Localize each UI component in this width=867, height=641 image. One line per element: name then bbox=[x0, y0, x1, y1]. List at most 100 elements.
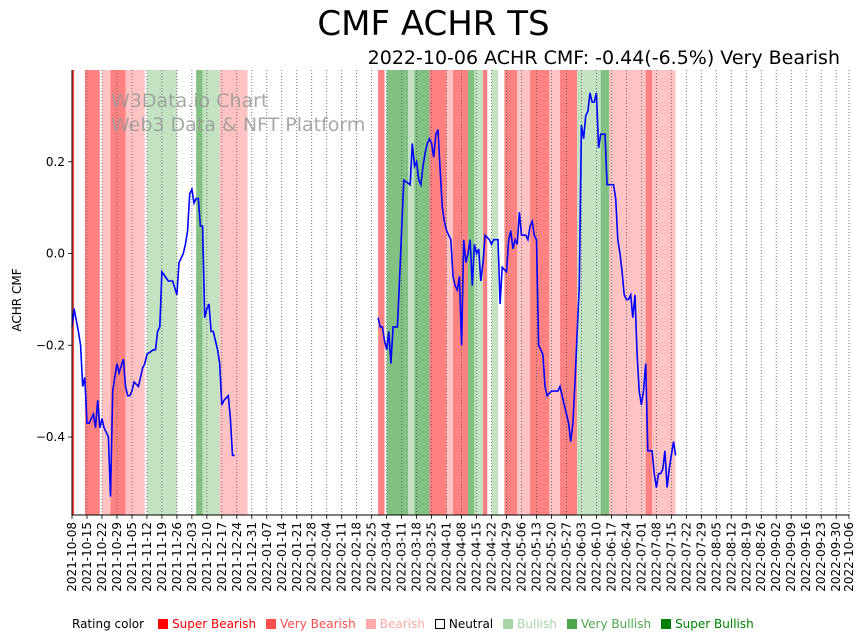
legend-item: Bearish bbox=[365, 617, 425, 631]
rating-band bbox=[517, 70, 531, 515]
rating-band bbox=[656, 70, 676, 515]
rating-band bbox=[125, 70, 145, 515]
legend-swatch bbox=[434, 619, 445, 629]
x-tick-label: 2022-04-15 bbox=[470, 522, 484, 592]
x-tick-label: 2022-05-06 bbox=[515, 522, 529, 592]
x-tick-label: 2022-01-21 bbox=[290, 522, 304, 592]
x-tick-label: 2022-08-19 bbox=[739, 522, 753, 592]
x-tick-label: 2022-08-26 bbox=[754, 522, 768, 592]
legend-swatch bbox=[566, 619, 577, 629]
legend-label: Bullish bbox=[517, 617, 557, 631]
legend-swatch bbox=[503, 619, 514, 629]
x-tick-label: 2022-06-10 bbox=[589, 522, 603, 592]
y-tick-label: −0.2 bbox=[36, 338, 65, 352]
x-tick-label: 2022-06-24 bbox=[619, 522, 633, 592]
rating-band bbox=[652, 70, 657, 515]
y-tick-label: 0.2 bbox=[46, 155, 65, 169]
x-tick-label: 2022-07-29 bbox=[694, 522, 708, 592]
y-tick-label: 0.0 bbox=[46, 247, 65, 261]
x-tick-label: 2022-05-27 bbox=[559, 522, 573, 592]
x-tick-label: 2021-11-12 bbox=[140, 522, 154, 592]
rating-band bbox=[504, 70, 518, 515]
legend-swatch bbox=[661, 619, 672, 629]
watermark: W3Data.io Chart Web3 Data & NFT Platform bbox=[111, 90, 365, 136]
legend-swatch bbox=[158, 619, 169, 629]
legend-item: Super Bullish bbox=[661, 617, 754, 631]
legend: Rating color Super Bearish Very Bearish Bea… bbox=[72, 617, 764, 631]
rating-band bbox=[645, 70, 653, 515]
legend-label: Very Bearish bbox=[280, 617, 356, 631]
rating-band bbox=[560, 70, 578, 515]
rating-band bbox=[622, 70, 646, 515]
rating-band bbox=[474, 70, 483, 515]
x-tick-label: 2022-05-13 bbox=[529, 522, 543, 592]
series-line bbox=[377, 92, 677, 488]
legend-title: Rating color bbox=[72, 617, 145, 631]
x-tick-label: 2022-01-07 bbox=[260, 522, 274, 592]
chart-title: CMF ACHR TS bbox=[317, 4, 550, 44]
x-tick-label: 2022-02-18 bbox=[350, 522, 364, 592]
rating-bands bbox=[72, 70, 676, 515]
x-tick-label: 2021-10-08 bbox=[65, 522, 79, 592]
x-tick-label: 2022-04-22 bbox=[485, 522, 499, 592]
x-tick-label: 2022-06-03 bbox=[574, 522, 588, 592]
x-tick-label: 2021-10-29 bbox=[110, 522, 124, 592]
rating-band bbox=[196, 70, 203, 515]
x-tick-label: 2021-12-03 bbox=[185, 522, 199, 592]
y-tick-label: −0.4 bbox=[36, 430, 65, 444]
chart-subtitle: 2022-10-06 ACHR CMF: -0.44(-6.5%) Very B… bbox=[367, 47, 840, 69]
chart: W3Data.io Chart Web3 Data & NFT Platform… bbox=[10, 70, 856, 592]
rating-band bbox=[84, 70, 100, 515]
legend-swatch bbox=[266, 619, 277, 629]
legend-item: Very Bearish bbox=[266, 617, 356, 631]
legend-label: Bearish bbox=[379, 617, 425, 631]
rating-band bbox=[467, 70, 475, 515]
x-tick-label: 2021-12-10 bbox=[200, 522, 214, 592]
x-tick-label: 2022-09-09 bbox=[784, 522, 798, 592]
x-tick-label: 2022-07-08 bbox=[649, 522, 663, 592]
x-tick-label: 2022-04-29 bbox=[500, 522, 514, 592]
rating-band bbox=[386, 70, 409, 515]
rating-band bbox=[429, 70, 447, 515]
series-lines bbox=[71, 92, 677, 497]
x-tick-label: 2022-06-17 bbox=[604, 522, 618, 592]
x-tick-label: 2022-09-23 bbox=[814, 522, 828, 592]
rating-band bbox=[110, 70, 126, 515]
x-tick-label: 2021-11-26 bbox=[170, 522, 184, 592]
x-tick-label: 2022-09-16 bbox=[799, 522, 813, 592]
rating-band bbox=[446, 70, 454, 515]
legend-swatch bbox=[365, 619, 376, 629]
x-tick-label: 2022-01-28 bbox=[305, 522, 319, 592]
x-tick-label: 2022-02-04 bbox=[320, 522, 334, 592]
legend-label: Super Bearish bbox=[172, 617, 257, 631]
x-tick-label: 2022-05-20 bbox=[544, 522, 558, 592]
x-tick-label: 2022-04-01 bbox=[440, 522, 454, 592]
rating-band bbox=[219, 70, 248, 515]
x-tick-label: 2022-10-06 bbox=[842, 522, 856, 592]
rating-band bbox=[600, 70, 610, 515]
x-tick-label: 2022-09-02 bbox=[769, 522, 783, 592]
rating-band bbox=[530, 70, 550, 515]
rating-band bbox=[482, 70, 488, 515]
legend-item: Super Bearish bbox=[158, 617, 256, 631]
rating-band bbox=[72, 70, 75, 515]
x-tick-label: 2022-03-18 bbox=[410, 522, 424, 592]
x-tick-label: 2022-02-25 bbox=[365, 522, 379, 592]
legend-item: Very Bullish bbox=[566, 617, 651, 631]
x-tick-label: 2021-11-05 bbox=[125, 522, 139, 592]
x-tick-label: 2022-07-22 bbox=[679, 522, 693, 592]
y-axis-label: ACHR CMF bbox=[10, 268, 24, 331]
x-tick-label: 2021-10-15 bbox=[80, 522, 94, 592]
x-tick-label: 2022-07-15 bbox=[664, 522, 678, 592]
rating-band bbox=[549, 70, 561, 515]
watermark-line-1: W3Data.io Chart bbox=[111, 90, 268, 112]
axes: 2021-10-08 2021-10-15 2021-10-22 2021-10-29… bbox=[36, 70, 856, 592]
x-tick-label: 2022-04-08 bbox=[455, 522, 469, 592]
rating-band bbox=[101, 70, 111, 515]
x-tick-label: 2022-09-30 bbox=[829, 522, 843, 592]
series-line bbox=[71, 186, 235, 497]
rating-band bbox=[378, 70, 385, 515]
x-tick-label: 2022-03-25 bbox=[425, 522, 439, 592]
x-tick-label: 2022-08-12 bbox=[724, 522, 738, 592]
rating-band bbox=[414, 70, 430, 515]
